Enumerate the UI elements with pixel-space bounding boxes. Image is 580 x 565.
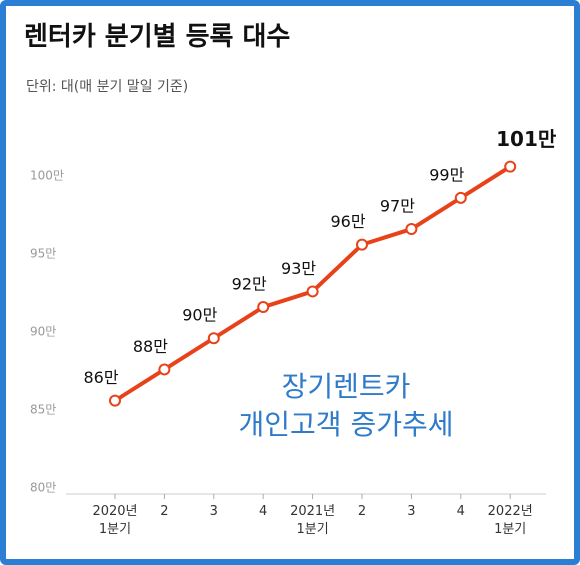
marker (158, 363, 171, 376)
chart: 80만 85만 90만 95만 100만 86만 88만 90만 92만 93만 96만 97만 99만… (30, 127, 557, 499)
x-tick-label: 2 (160, 504, 169, 519)
annotation-line: 장기렌트카 (281, 370, 411, 403)
y-tick-label: 85만 (30, 403, 56, 417)
chart-title: 렌터카 분기별 등록 대수 (24, 22, 291, 52)
value-label: 93만 (281, 259, 316, 278)
value-label: 96만 (330, 212, 365, 231)
x-tick-label: 4 (456, 504, 465, 519)
marker (109, 394, 121, 407)
value-label: 101만 (496, 127, 557, 151)
y-tick-label: 95만 (30, 247, 56, 261)
value-label: 92만 (232, 275, 267, 294)
marker (207, 332, 220, 345)
marker (306, 285, 319, 298)
marker (405, 223, 418, 236)
marker (454, 191, 467, 204)
y-tick-label: 90만 (30, 325, 56, 339)
x-tick-label: 4 (259, 504, 268, 519)
value-label: 86만 (83, 368, 118, 387)
value-label: 88만 (133, 337, 168, 356)
annotation-line: 개인고객 증가추세 (238, 408, 454, 441)
x-tick-label: 3 (407, 504, 416, 519)
marker (504, 160, 517, 173)
marker (356, 238, 368, 251)
y-tick-label: 100만 (30, 169, 64, 183)
x-tick-label: 2022년 1분기 (487, 504, 533, 537)
y-tick-label: 80만 (30, 481, 56, 495)
value-label: 97만 (380, 197, 415, 216)
value-label: 90만 (182, 306, 217, 325)
x-tick-label: 2021년 1분기 (290, 504, 336, 537)
chart-subtitle: 단위: 대(매 분기 말일 기준) (26, 79, 189, 95)
value-label: 99만 (429, 165, 464, 184)
x-tick-label: 3 (209, 504, 218, 519)
marker (257, 301, 270, 314)
line (113, 164, 512, 403)
annotation: 장기렌트카 개인고객 증가추세 (181, 368, 511, 444)
x-tick-label: 2 (357, 504, 367, 519)
x-tick-label: 2020년 1분기 (92, 504, 138, 537)
